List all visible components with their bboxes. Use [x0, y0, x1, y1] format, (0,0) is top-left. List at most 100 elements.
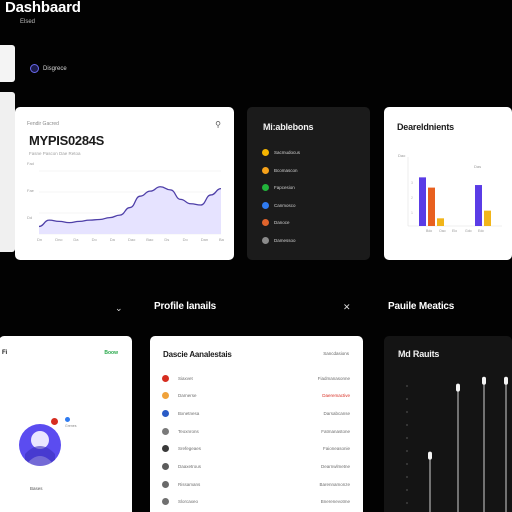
x-tick: Do	[182, 237, 188, 242]
legend-item[interactable]: Fapcesion	[262, 184, 295, 191]
profile-card: Fi Boow Grenes Bases	[0, 336, 132, 512]
bar[interactable]	[484, 210, 491, 226]
card-title: Mi:ablebons	[263, 122, 314, 132]
account-amount: Daeremactive	[322, 393, 350, 399]
legend-item[interactable]: Sacmudocus	[262, 149, 300, 156]
x-tick: Gdo	[465, 229, 472, 233]
account-name: Daaxetrous	[178, 464, 202, 469]
close-icon[interactable]: ✕	[343, 302, 351, 312]
y-tick: Fad	[27, 161, 34, 166]
accounts-card: Dascie Aanalestais Sancdasions Siaxvet Fi…	[150, 336, 363, 512]
account-icon	[162, 498, 169, 506]
avatar[interactable]	[19, 424, 61, 466]
spike-head[interactable]	[428, 451, 432, 460]
card-label: Fendir Gacred	[27, 121, 59, 127]
y-tick: 1	[411, 211, 413, 215]
account-name: Slorcaxeo	[178, 499, 199, 505]
y-tick: 3	[411, 181, 413, 185]
account-icon	[162, 409, 169, 417]
x-tick: Bdo	[426, 229, 432, 233]
legend-label: Fapcesion	[274, 185, 295, 190]
account-name: Srefegeaes	[178, 446, 202, 452]
area-fill	[39, 186, 221, 234]
card-title: Deareldnients	[397, 122, 454, 132]
list-item[interactable]: Slorcaxeo Bnerenevotme	[162, 497, 350, 507]
legend-item[interactable]: Bcomascon	[262, 166, 298, 174]
y-tick: 2	[411, 196, 413, 200]
list-item[interactable]: Teoxnrons Fatmanastone	[162, 426, 350, 436]
x-tick: Da	[73, 237, 79, 242]
bar-chart: Dao Das Bdo Oao Elo Gdo Edc 1 2 3	[398, 153, 502, 233]
list-item[interactable]: Daaxetrous Dearnwlmetne	[162, 462, 350, 472]
x-tick: Dno	[55, 237, 63, 242]
legend-swatch	[262, 184, 269, 191]
account-icon	[162, 427, 169, 435]
app-subtitle: Elsed	[20, 19, 36, 25]
x-tick: Dn	[37, 237, 43, 242]
account-amount: Fatmanastone	[321, 428, 350, 434]
bar[interactable]	[437, 218, 444, 226]
nav-label: Disgrece	[43, 65, 67, 72]
x-tick: Edc	[478, 229, 484, 233]
account-amount: Barennamonze	[319, 481, 350, 487]
account-name: Bxnetnesa	[178, 410, 200, 416]
status-badge: Boow	[104, 350, 118, 356]
legend-swatch	[262, 166, 269, 174]
notification-dot	[51, 418, 58, 425]
group-label: Das	[474, 164, 481, 169]
x-tick: Elo	[452, 229, 457, 233]
account-name: Teoxnrons	[178, 428, 199, 434]
series-line	[38, 186, 222, 228]
y-tick: Fae	[27, 188, 34, 193]
account-icon	[162, 445, 169, 453]
side-panel-tab[interactable]	[0, 45, 15, 82]
bar[interactable]	[475, 185, 482, 226]
legend-label: Sacmudocus	[274, 150, 301, 155]
main-chart-card: Fendir Gacred MYPIS0284S Fasne Pascon Da…	[15, 107, 234, 260]
legend-swatch	[262, 201, 269, 209]
legend-item[interactable]: Canmosco	[262, 201, 296, 209]
list-item[interactable]: Srefegeaes Faioneasonie	[162, 444, 350, 454]
spike-head[interactable]	[456, 383, 460, 392]
list-item[interactable]: Siaxvet Fiadmanasonne	[162, 373, 350, 383]
x-tick: Oao	[439, 229, 446, 233]
column-header: Sancdasions	[323, 351, 349, 356]
spike-head[interactable]	[504, 376, 508, 385]
x-tick: Ba	[219, 237, 224, 242]
app-title: Dashbaard	[5, 0, 81, 16]
section-header: Profile lanails	[154, 301, 217, 312]
chevron-down-icon[interactable]: ⌄	[115, 303, 123, 313]
bar[interactable]	[428, 187, 435, 226]
legend-item[interactable]: Damessoo	[262, 236, 296, 244]
card-title: Fi	[2, 350, 7, 356]
profile-name: Bases	[30, 486, 43, 491]
side-panel[interactable]	[0, 92, 15, 252]
account-amount: Darsabcanse	[323, 410, 350, 416]
search-icon[interactable]: ⚲	[215, 120, 221, 129]
account-amount: Faioneasonie	[322, 446, 350, 452]
list-item[interactable]: Darnerse Daeremactive	[162, 391, 350, 401]
indicator-dot	[65, 417, 70, 422]
x-tick: Bao	[146, 237, 154, 242]
nav-pill[interactable]: Disgrece	[30, 64, 67, 73]
account-name: Darnerse	[178, 393, 197, 399]
account-amount: Dearnwlmetne	[320, 464, 350, 469]
legend-item[interactable]: Danoce	[262, 219, 290, 226]
card-title: Dascie Aanalestais	[163, 350, 232, 359]
list-item[interactable]: Bxnetnesa Darsabcanse	[162, 408, 350, 418]
mini-text: Grenes	[65, 424, 77, 428]
spike-head[interactable]	[482, 376, 486, 385]
account-icon	[162, 480, 169, 488]
account-amount: Bnerenevotme	[320, 499, 350, 505]
metrics-card: Md Rauits	[384, 336, 512, 512]
x-tick: Da	[109, 237, 115, 242]
legend-label: Bcomascon	[274, 167, 298, 173]
list-item[interactable]: Rissamans Barennamonze	[162, 479, 350, 489]
account-icon	[162, 374, 169, 382]
card-title: Md Rauits	[398, 349, 440, 359]
bar[interactable]	[419, 177, 426, 226]
line-chart	[406, 376, 508, 512]
user-icon	[25, 431, 55, 466]
legend-label: Canmosco	[274, 202, 296, 208]
